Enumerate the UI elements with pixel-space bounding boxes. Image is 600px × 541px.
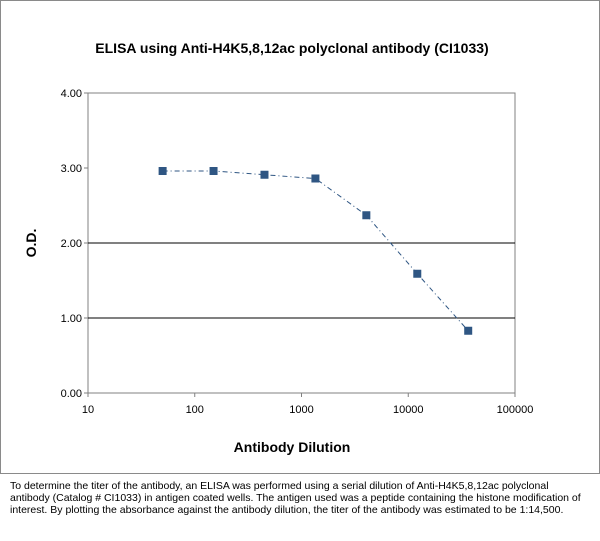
x-tick-label: 10 — [82, 404, 94, 416]
gridlines — [88, 242, 515, 319]
data-point — [260, 170, 269, 179]
y-tick-label: 1.00 — [61, 313, 82, 325]
y-tick-label: 4.00 — [61, 88, 82, 100]
x-axis-label: Antibody Dilution — [234, 439, 351, 455]
data-point — [464, 326, 473, 335]
data-point — [158, 167, 167, 175]
x-tick-label: 10000 — [393, 404, 424, 416]
y-tick-label: 2.00 — [61, 238, 82, 250]
y-tick-label: 3.00 — [61, 163, 82, 175]
data-point — [311, 174, 320, 183]
data-point — [413, 269, 422, 278]
y-axis-label: O.D. — [23, 229, 39, 258]
chart-title: ELISA using Anti-H4K5,8,12ac polyclonal … — [95, 40, 488, 56]
x-tick-label: 100 — [186, 404, 204, 416]
figure-caption: To determine the titer of the antibody, … — [10, 480, 581, 516]
elisa-chart: ELISA using Anti-H4K5,8,12ac polyclonal … — [23, 40, 533, 455]
y-tick-label: 0.00 — [61, 388, 82, 400]
series-layer — [158, 167, 473, 335]
data-point — [209, 167, 218, 175]
x-tick-label: 100000 — [497, 404, 534, 416]
y-axis-ticks: 0.00 1.00 2.00 3.00 4.00 — [61, 88, 88, 400]
x-axis-ticks: 10 100 1000 10000 100000 — [82, 393, 533, 416]
data-point — [362, 211, 371, 220]
x-tick-label: 1000 — [289, 404, 313, 416]
